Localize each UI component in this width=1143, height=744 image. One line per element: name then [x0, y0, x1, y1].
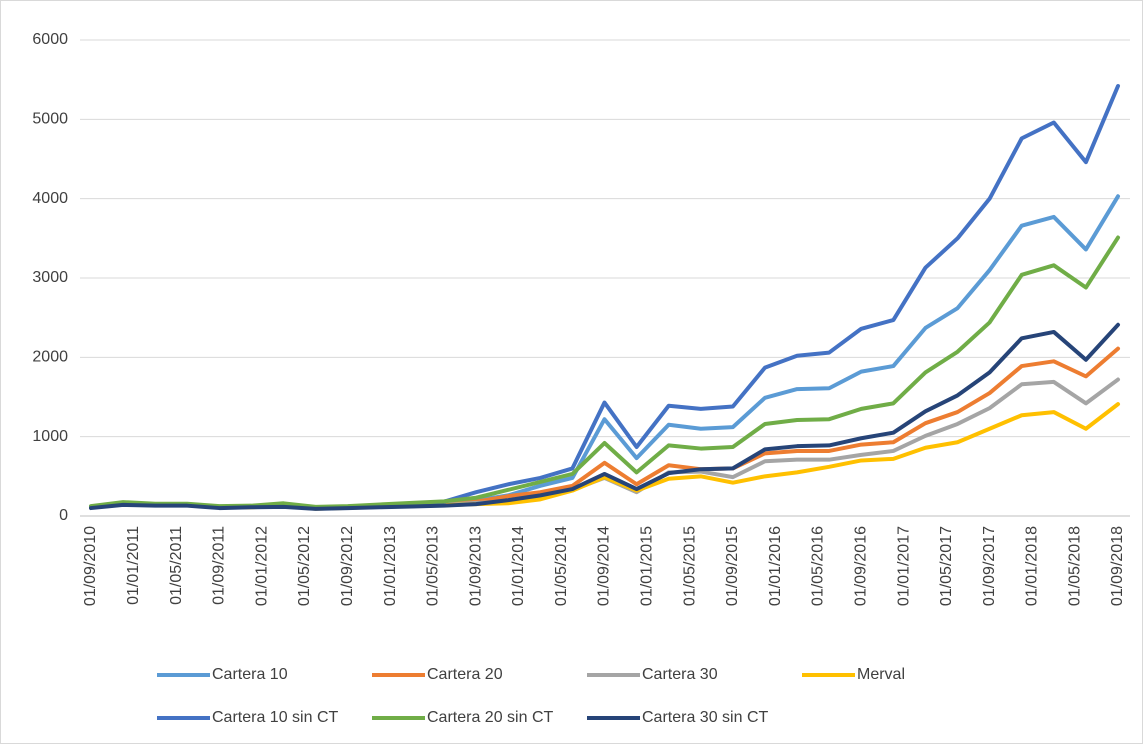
x-tick-label: 01/01/2014 — [510, 526, 527, 606]
x-tick-label: 01/01/2016 — [767, 526, 784, 606]
x-tick-label: 01/09/2010 — [82, 526, 99, 606]
x-tick-label: 01/05/2014 — [553, 526, 570, 606]
x-tick-label: 01/05/2017 — [938, 526, 955, 606]
legend-label: Cartera 20 sin CT — [427, 709, 553, 726]
y-tick-label: 4000 — [32, 190, 68, 207]
x-tick-label: 01/09/2012 — [339, 526, 356, 606]
x-tick-label: 01/05/2013 — [425, 526, 442, 606]
legend-label: Cartera 30 sin CT — [642, 709, 768, 726]
legend-label: Cartera 20 — [427, 666, 503, 683]
legend-label: Cartera 10 — [212, 666, 288, 683]
x-tick-label: 01/05/2012 — [296, 526, 313, 606]
legend-label: Cartera 30 — [642, 666, 718, 683]
x-tick-label: 01/09/2013 — [467, 526, 484, 606]
x-tick-label: 01/01/2011 — [125, 526, 142, 605]
x-tick-label: 01/05/2016 — [810, 526, 827, 606]
x-tick-label: 01/05/2015 — [681, 526, 698, 606]
y-tick-label: 0 — [59, 507, 68, 524]
x-tick-label: 01/09/2018 — [1109, 526, 1126, 606]
x-tick-label: 01/09/2014 — [596, 526, 613, 606]
x-tick-label: 01/01/2013 — [382, 526, 399, 606]
x-tick-label: 01/09/2011 — [211, 526, 228, 605]
x-tick-label: 01/09/2017 — [981, 526, 998, 606]
legend-label: Merval — [857, 666, 905, 683]
x-tick-label: 01/01/2018 — [1024, 526, 1041, 606]
y-tick-label: 5000 — [32, 111, 68, 128]
x-tick-label: 01/01/2015 — [639, 526, 656, 606]
x-tick-label: 01/01/2012 — [253, 526, 270, 606]
line-series — [89, 235, 1120, 509]
y-tick-label: 3000 — [32, 269, 68, 286]
legend-label: Cartera 10 sin CT — [212, 709, 338, 726]
x-tick-label: 01/01/2017 — [895, 526, 912, 606]
y-tick-label: 2000 — [32, 349, 68, 366]
y-tick-label: 1000 — [32, 428, 68, 445]
x-tick-label: 01/05/2011 — [168, 526, 185, 605]
x-tick-label: 01/05/2018 — [1066, 526, 1083, 606]
y-tick-label: 6000 — [32, 31, 68, 48]
line-series — [89, 322, 1120, 511]
x-tick-label: 01/09/2016 — [852, 526, 869, 606]
x-tick-label: 01/09/2015 — [724, 526, 741, 606]
